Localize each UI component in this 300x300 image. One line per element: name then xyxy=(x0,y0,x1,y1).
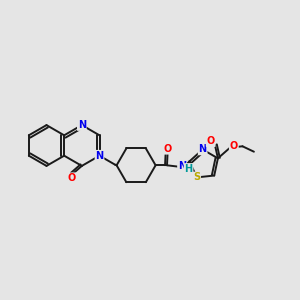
Text: O: O xyxy=(207,136,215,146)
Text: O: O xyxy=(164,144,172,154)
Text: H: H xyxy=(184,164,193,174)
Text: N: N xyxy=(178,161,186,172)
Text: N: N xyxy=(95,151,104,161)
Text: S: S xyxy=(193,172,200,182)
Text: N: N xyxy=(199,145,207,154)
Text: O: O xyxy=(68,173,76,183)
Text: N: N xyxy=(78,120,86,130)
Text: O: O xyxy=(230,141,238,151)
